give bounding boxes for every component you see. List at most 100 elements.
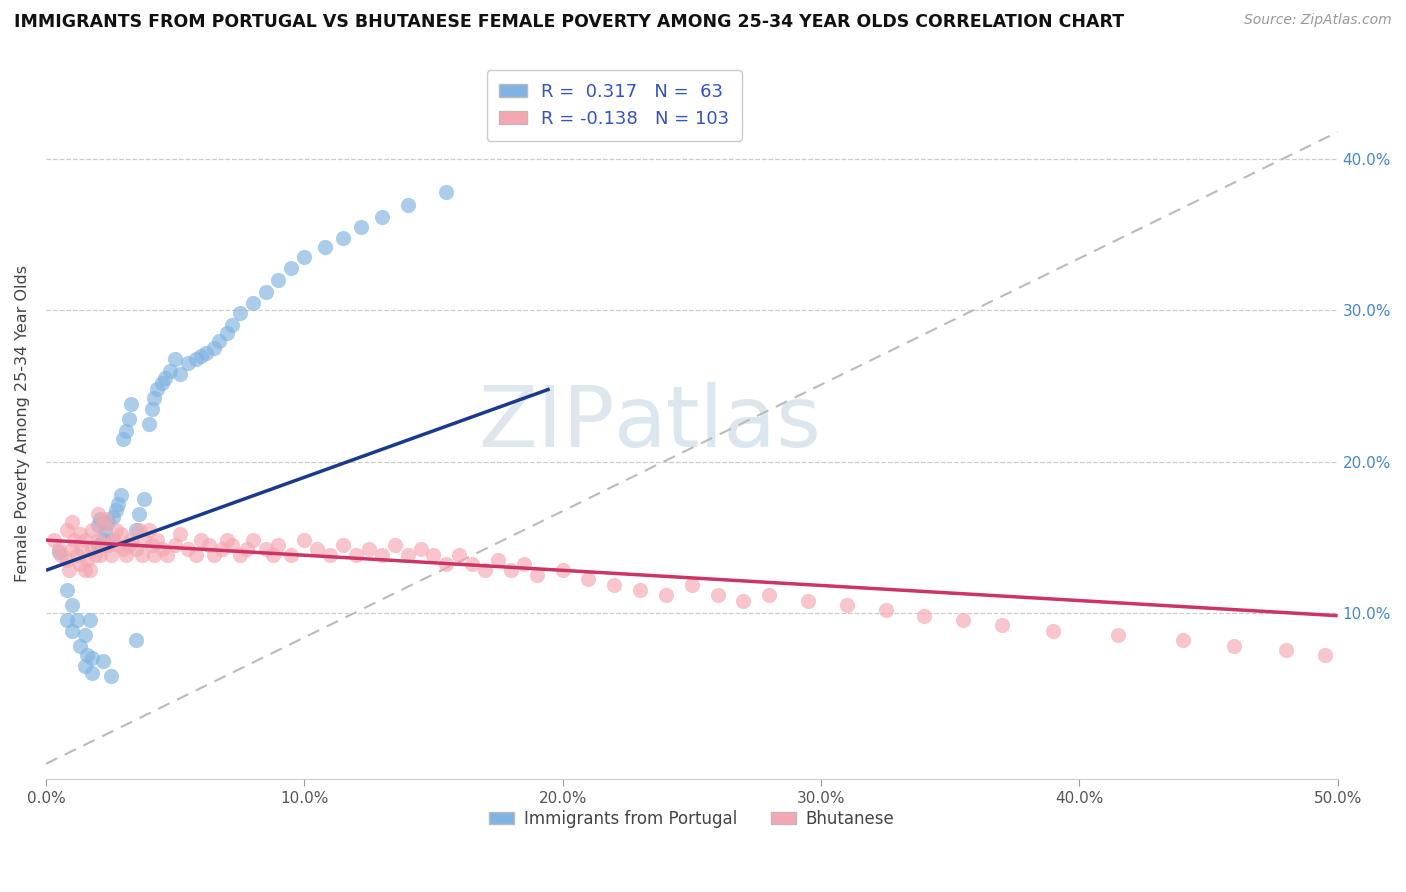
Point xyxy=(1313,648,1336,662)
Point xyxy=(143,391,166,405)
Point xyxy=(112,432,135,446)
Point xyxy=(120,397,142,411)
Point xyxy=(434,558,457,572)
Point xyxy=(396,548,419,562)
Point xyxy=(55,553,77,567)
Point xyxy=(51,548,73,562)
Point xyxy=(94,523,117,537)
Point xyxy=(262,548,284,562)
Point xyxy=(228,548,250,562)
Point xyxy=(513,558,536,572)
Point xyxy=(69,558,91,572)
Point xyxy=(254,542,277,557)
Point xyxy=(66,613,89,627)
Point xyxy=(82,651,104,665)
Point xyxy=(48,542,70,557)
Point xyxy=(242,295,264,310)
Point xyxy=(73,628,96,642)
Point xyxy=(73,658,96,673)
Point xyxy=(267,273,290,287)
Point xyxy=(117,538,139,552)
Point xyxy=(449,548,471,562)
Point xyxy=(875,602,897,616)
Point xyxy=(110,527,132,541)
Point xyxy=(603,578,626,592)
Point xyxy=(835,598,858,612)
Point xyxy=(384,538,406,552)
Point xyxy=(197,538,219,552)
Point xyxy=(79,613,101,627)
Point xyxy=(486,553,509,567)
Point xyxy=(434,186,457,200)
Point xyxy=(125,632,148,647)
Text: ZIP: ZIP xyxy=(478,382,614,466)
Point xyxy=(101,533,124,547)
Point xyxy=(55,523,77,537)
Point xyxy=(165,538,187,552)
Point xyxy=(733,593,755,607)
Point xyxy=(952,613,974,627)
Point xyxy=(89,512,111,526)
Point xyxy=(190,533,212,547)
Point xyxy=(125,523,148,537)
Point xyxy=(146,382,169,396)
Point xyxy=(202,341,225,355)
Point xyxy=(60,515,83,529)
Point xyxy=(1223,639,1246,653)
Point xyxy=(332,538,354,552)
Point xyxy=(107,497,129,511)
Point xyxy=(110,488,132,502)
Point xyxy=(143,548,166,562)
Point xyxy=(422,548,444,562)
Point xyxy=(307,542,329,557)
Point xyxy=(1275,643,1298,657)
Point xyxy=(236,542,259,557)
Point xyxy=(371,548,394,562)
Point xyxy=(48,545,70,559)
Point xyxy=(344,548,367,562)
Point xyxy=(242,533,264,547)
Point xyxy=(66,548,89,562)
Point xyxy=(208,334,231,348)
Point xyxy=(60,624,83,638)
Point xyxy=(86,533,108,547)
Point xyxy=(267,538,290,552)
Point xyxy=(94,512,117,526)
Point xyxy=(73,533,96,547)
Point xyxy=(91,518,114,533)
Point xyxy=(165,351,187,366)
Point xyxy=(215,533,238,547)
Point xyxy=(396,197,419,211)
Point xyxy=(100,548,122,562)
Point xyxy=(76,648,98,662)
Point xyxy=(169,367,191,381)
Point xyxy=(461,558,484,572)
Point xyxy=(120,533,142,547)
Point xyxy=(159,364,181,378)
Point xyxy=(146,533,169,547)
Point xyxy=(681,578,703,592)
Point xyxy=(70,542,93,557)
Point xyxy=(104,503,127,517)
Point xyxy=(89,548,111,562)
Point xyxy=(526,567,548,582)
Point xyxy=(97,515,120,529)
Point xyxy=(215,326,238,340)
Point xyxy=(86,518,108,533)
Point xyxy=(912,608,935,623)
Point xyxy=(76,553,98,567)
Text: IMMIGRANTS FROM PORTUGAL VS BHUTANESE FEMALE POVERTY AMONG 25-34 YEAR OLDS CORRE: IMMIGRANTS FROM PORTUGAL VS BHUTANESE FE… xyxy=(14,13,1125,31)
Point xyxy=(184,351,207,366)
Point xyxy=(332,231,354,245)
Point xyxy=(141,538,163,552)
Point xyxy=(138,523,160,537)
Point xyxy=(101,510,124,524)
Point xyxy=(195,345,218,359)
Point xyxy=(86,508,108,522)
Point xyxy=(100,669,122,683)
Point xyxy=(79,563,101,577)
Y-axis label: Female Poverty Among 25-34 Year Olds: Female Poverty Among 25-34 Year Olds xyxy=(15,265,30,582)
Point xyxy=(82,666,104,681)
Point xyxy=(91,538,114,552)
Point xyxy=(221,538,243,552)
